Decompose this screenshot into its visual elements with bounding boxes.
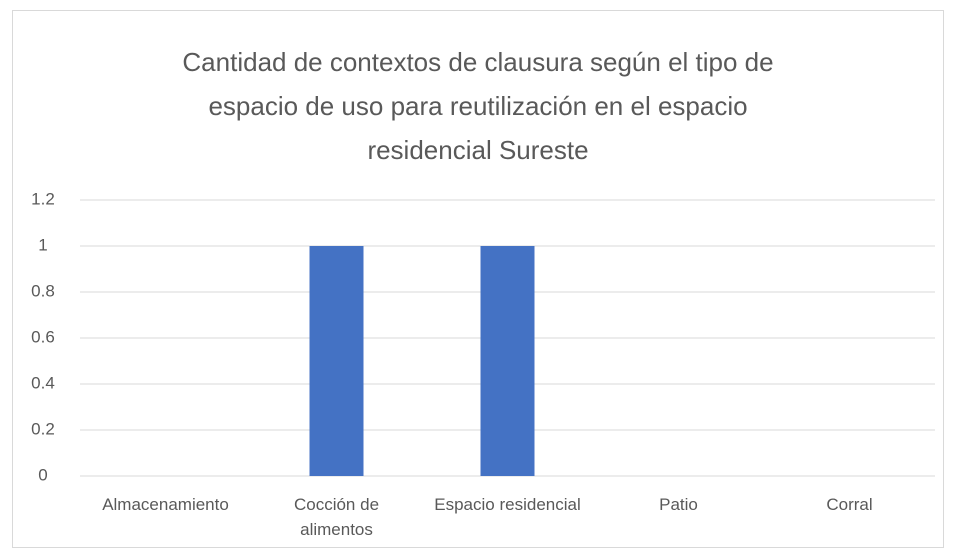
bar [480, 246, 535, 476]
y-tick-label: 1 [38, 235, 47, 254]
bar [309, 246, 364, 476]
chart-frame [12, 10, 944, 548]
x-tick-label: Cocción de alimentos [293, 495, 380, 539]
x-tick-label: Espacio residencial [434, 495, 581, 514]
y-tick-label: 0.4 [31, 373, 55, 392]
x-tick-label: Almacenamiento [102, 495, 229, 514]
y-tick-label: 0.6 [31, 327, 55, 346]
chart-title: Cantidad de contextos de clausura según … [182, 47, 774, 165]
x-tick-label: Corral [826, 495, 873, 514]
y-tick-label: 0.2 [31, 419, 55, 438]
y-tick-label: 0.8 [31, 281, 55, 300]
y-tick-label: 0 [38, 465, 47, 484]
y-tick-label: 1.2 [31, 189, 55, 208]
x-tick-label: Patio [659, 495, 698, 514]
